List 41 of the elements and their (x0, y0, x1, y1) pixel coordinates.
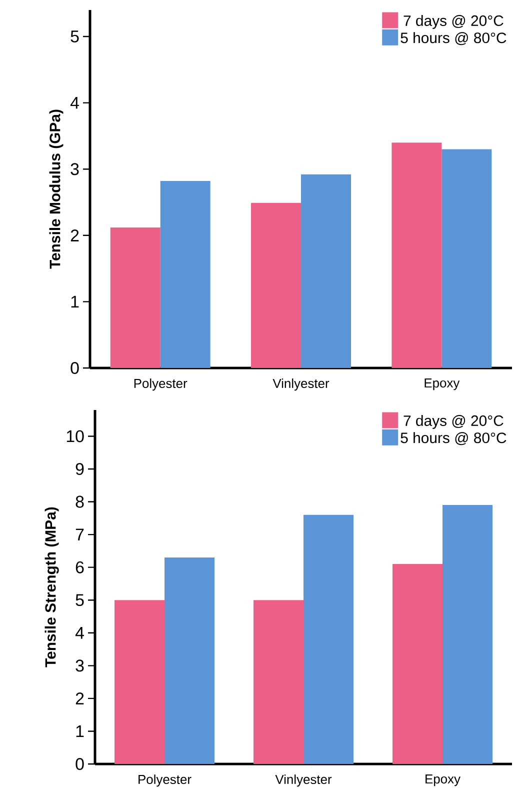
y-tick-label: 2 (70, 229, 79, 242)
bar (442, 149, 492, 368)
bar (251, 202, 302, 368)
bar (442, 505, 493, 764)
legend-label: 7 days @ 20°C (404, 415, 504, 429)
bar (304, 514, 354, 764)
y-tick-label: 1 (71, 296, 79, 308)
y-tick-label: 7 (76, 528, 84, 540)
y-tick-label: 10 (66, 430, 84, 442)
y-tick-label: 6 (76, 561, 84, 574)
y-tick-label: 3 (70, 163, 79, 176)
bar (110, 227, 160, 368)
bar (254, 600, 304, 764)
y-axis-title: Tensile Strength (MPa) (44, 507, 59, 668)
y-tick-label: 8 (76, 496, 84, 508)
x-tick-label: Epoxy (424, 378, 460, 390)
y-tick-label: 4 (70, 96, 79, 109)
legend-label: 5 hours @ 80°C (400, 432, 506, 446)
bar (301, 174, 352, 368)
y-tick-label: 0 (76, 758, 84, 770)
bar (164, 558, 214, 764)
x-tick-label: Vinlyester (272, 378, 330, 391)
y-tick-label: 5 (70, 30, 79, 42)
y-tick-label: 5 (76, 594, 84, 606)
y-axis-title: Tensile Modulus (GPa) (49, 110, 64, 269)
bar (160, 181, 210, 368)
y-tick-label: 4 (75, 627, 84, 639)
bar (114, 600, 164, 764)
y-tick-label: 2 (76, 692, 84, 704)
y-tick-label: 1 (76, 725, 84, 738)
bar (392, 142, 442, 368)
x-tick-label: Polyester (134, 378, 188, 391)
y-tick-label: 9 (76, 463, 84, 475)
legend-label: 7 days @ 20°C (404, 15, 504, 29)
x-tick-label: Polyester (138, 774, 192, 787)
legend-label: 5 hours @ 80°C (400, 32, 506, 46)
y-tick-label: 0 (70, 362, 79, 374)
bar (392, 564, 443, 764)
x-tick-label: Epoxy (426, 774, 460, 786)
y-tick-label: 3 (76, 660, 84, 672)
x-tick-label: Vinlyester (275, 774, 332, 787)
